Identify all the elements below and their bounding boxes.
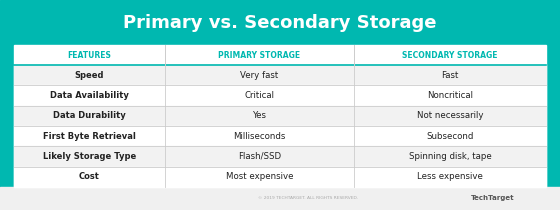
Bar [14,126,546,146]
Bar [0,187,560,210]
Text: Likely Storage Type: Likely Storage Type [43,152,136,161]
Text: Primary vs. Secondary Storage: Primary vs. Secondary Storage [123,14,437,32]
Bar [0,0,560,45]
Bar [14,45,546,187]
Text: Less expensive: Less expensive [417,172,483,181]
Text: First Byte Retrieval: First Byte Retrieval [43,132,136,141]
Text: Spinning disk, tape: Spinning disk, tape [409,152,492,161]
Text: Fast: Fast [441,71,459,80]
Text: Noncritical: Noncritical [427,91,473,100]
Bar [14,167,546,187]
Bar [14,65,546,85]
Bar [14,106,546,126]
Text: Flash/SSD: Flash/SSD [238,152,281,161]
Text: © 2019 TECHTARGET. ALL RIGHTS RESERVED.: © 2019 TECHTARGET. ALL RIGHTS RESERVED. [258,196,358,201]
Text: Data Durability: Data Durability [53,111,125,120]
Text: Critical: Critical [245,91,274,100]
Bar [14,85,546,106]
Text: Subsecond: Subsecond [427,132,474,141]
Text: Speed: Speed [74,71,104,80]
Text: Most expensive: Most expensive [226,172,293,181]
Bar [14,146,546,167]
Text: TechTarget: TechTarget [471,196,515,201]
Bar [0,45,560,187]
Text: FEATURES: FEATURES [67,51,111,60]
Text: Milliseconds: Milliseconds [234,132,286,141]
Text: Yes: Yes [253,111,267,120]
Text: Data Availability: Data Availability [50,91,129,100]
Text: Not necessarily: Not necessarily [417,111,483,120]
Text: Cost: Cost [79,172,100,181]
Text: PRIMARY STORAGE: PRIMARY STORAGE [218,51,301,60]
Text: SECONDARY STORAGE: SECONDARY STORAGE [403,51,498,60]
Text: Very fast: Very fast [240,71,279,80]
